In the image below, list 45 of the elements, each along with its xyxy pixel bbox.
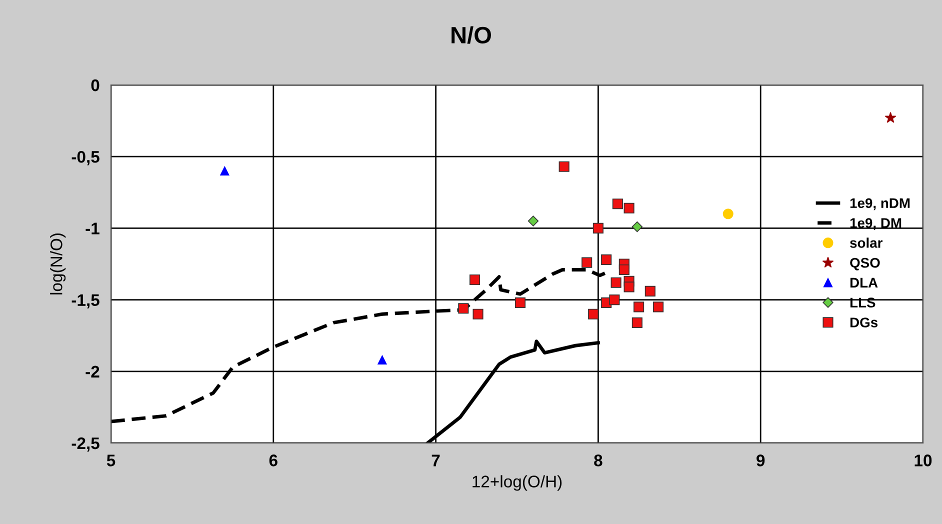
point (609, 294, 620, 306)
y-tick-label: -2,5 (72, 437, 100, 452)
point (624, 202, 634, 214)
legend-label: 1e9, nDM (850, 198, 910, 210)
legend-label: DLA (850, 278, 878, 288)
point (514, 297, 526, 308)
point (601, 254, 612, 265)
x-axis-title: 12+log(O/H) (472, 475, 562, 491)
legend-label: QSO (850, 258, 880, 270)
y-tick-label: -1 (86, 222, 100, 234)
point (558, 161, 570, 172)
legend-label: DGs (850, 318, 878, 328)
x-tick-label: 7 (432, 454, 440, 466)
x-tick-label: 6 (269, 454, 278, 466)
point (610, 277, 622, 288)
point (634, 302, 644, 312)
x-tick-label: 9 (756, 454, 765, 466)
point (722, 208, 734, 220)
point (220, 166, 230, 176)
point (884, 112, 896, 123)
point (624, 282, 634, 292)
point (378, 355, 387, 365)
point (528, 216, 539, 226)
point (472, 308, 484, 320)
legend-label: solar (850, 238, 883, 248)
chart-title: N/O (452, 26, 491, 44)
point (653, 302, 664, 312)
point (618, 264, 630, 276)
point (632, 221, 643, 232)
point (582, 257, 592, 268)
y-tick-label: -0,5 (72, 151, 100, 166)
point (612, 198, 623, 210)
y-tick-label: 0 (91, 79, 100, 92)
x-tick-label: 8 (594, 454, 602, 466)
y-axis-title: log(N/O) (50, 234, 66, 294)
y-tick-label: -2 (86, 366, 100, 378)
x-tick-label: 5 (106, 454, 116, 466)
x-tick-label: 10 (914, 454, 932, 466)
point (644, 286, 656, 296)
point (469, 274, 480, 286)
point (588, 308, 599, 320)
y-tick-label: -1,5 (72, 294, 100, 308)
point (592, 222, 604, 234)
point (458, 303, 469, 314)
point (632, 317, 642, 328)
